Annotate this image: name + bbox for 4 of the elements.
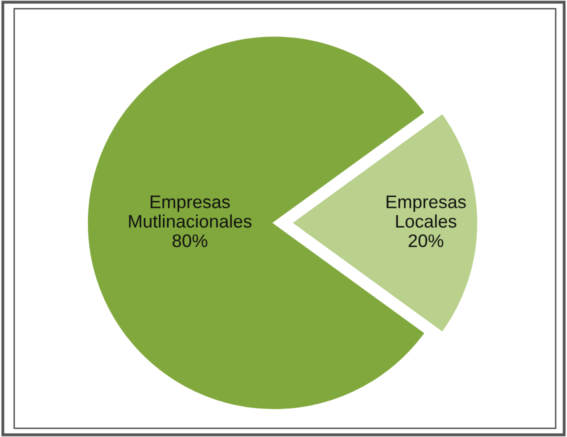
data-label: 20% xyxy=(408,234,444,248)
data-label: 80% xyxy=(172,234,208,248)
slice-label: Empresas Mutlinacionales xyxy=(129,196,252,228)
slice-label: Empresas Locales xyxy=(386,196,466,228)
